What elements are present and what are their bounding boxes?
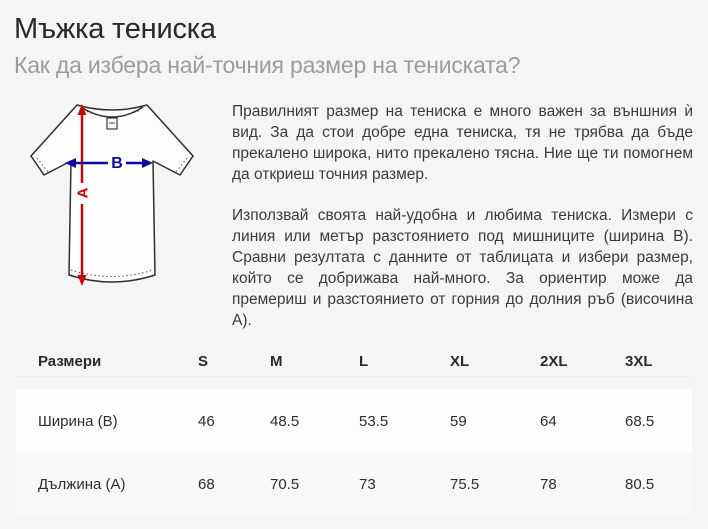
length-value-xl: 75.5 [450, 476, 480, 493]
page-title: Мъжка тениска [14, 13, 216, 45]
size-table-header-3xl: 3XL [625, 353, 653, 370]
tshirt-outline-icon [30, 104, 194, 283]
page-header: Мъжка тениска Как да избера най-точния р… [14, 10, 694, 80]
intro-paragraph-2: Използвай своята най-удобна и любима тен… [232, 207, 693, 329]
length-value-s: 68 [198, 476, 215, 493]
size-table-header-2xl: 2XL [540, 353, 568, 370]
tshirt-measurement-diagram: A B [14, 98, 218, 308]
table-row-width: Ширина (B) 46 48.5 53.5 59 64 68.5 [16, 390, 692, 453]
width-value-xl: 59 [450, 413, 467, 430]
tshirt-diagram-svg: A B [30, 104, 194, 286]
page-subtitle: Как да избера най-точния размер на тенис… [14, 52, 521, 78]
row-label-length: Дължина (A) [38, 476, 126, 493]
size-table-header-s: S [198, 353, 209, 370]
size-table: Размери S M L XL 2XL 3XL Ширина (B) 46 4… [16, 337, 692, 516]
size-table-header-xl: XL [450, 353, 470, 370]
size-table-header-row: Размери S M L XL 2XL 3XL [16, 337, 692, 377]
intro-text: Правилният размер на тениска е много важ… [232, 101, 693, 331]
height-label-a: A [75, 187, 92, 198]
intro-paragraph-1: Правилният размер на тениска е много важ… [232, 103, 693, 183]
row-label-width: Ширина (B) [38, 413, 118, 430]
width-value-s: 46 [198, 413, 215, 430]
table-row-length: Дължина (A) 68 70.5 73 75.5 78 80.5 [16, 453, 692, 516]
width-value-2xl: 64 [540, 413, 557, 430]
height-arrow-a-icon: A [75, 104, 92, 286]
length-value-2xl: 78 [540, 476, 557, 493]
size-table-header-l: L [359, 353, 369, 370]
length-value-m: 70.5 [270, 476, 300, 493]
width-value-l: 53.5 [359, 413, 389, 430]
width-value-m: 48.5 [270, 413, 300, 430]
length-value-l: 73 [359, 476, 376, 493]
width-arrow-b-icon: B [65, 155, 153, 172]
length-value-3xl: 80.5 [625, 476, 655, 493]
size-table-header-m: M [270, 353, 283, 370]
width-label-b: B [111, 155, 123, 172]
size-table-header-sizes: Размери [38, 353, 102, 370]
width-value-3xl: 68.5 [625, 413, 655, 430]
